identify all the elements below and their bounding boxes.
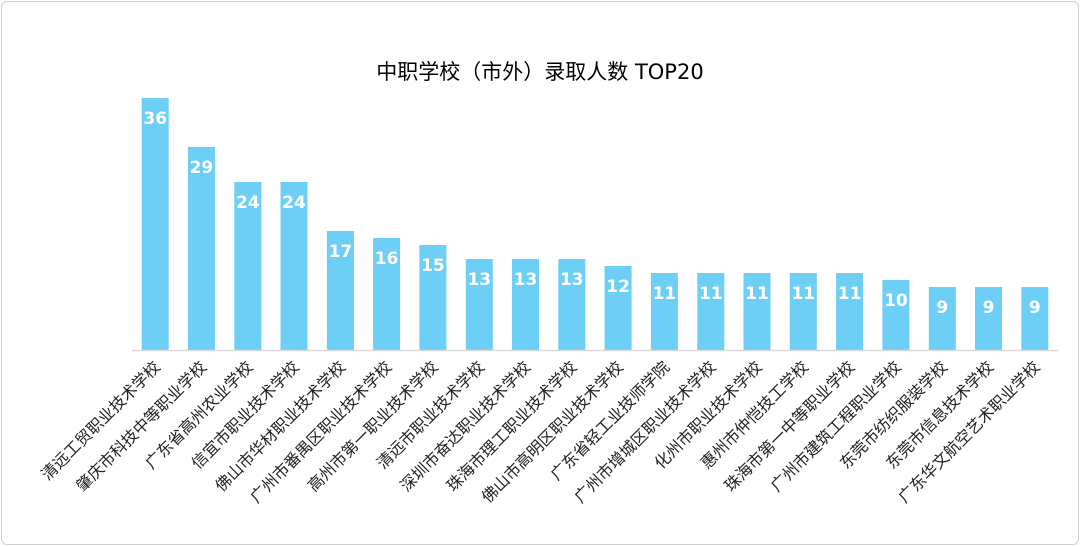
- bar-value-label: 11: [699, 284, 723, 304]
- bars-group: 36 29 24 24 17 16 15 13 13 13 12 11 11 11 11 11 10 9 9 9: [141, 98, 1049, 350]
- bar: [465, 259, 493, 350]
- bar-value-label: 29: [190, 158, 214, 178]
- bar: [789, 273, 817, 350]
- bar-value-label: 16: [375, 249, 399, 269]
- bar-value-label: 13: [560, 270, 584, 290]
- bar-value-label: 11: [791, 284, 815, 304]
- bar: [373, 238, 401, 350]
- bar-value-label: 11: [838, 284, 862, 304]
- bar: [558, 259, 586, 350]
- bar-value-label: 9: [983, 298, 995, 318]
- bar-value-label: 11: [653, 284, 677, 304]
- chart-title: 中职学校（市外）录取人数 TOP20: [376, 60, 704, 84]
- bar: [975, 287, 1002, 350]
- bar: [419, 245, 447, 350]
- bar: [743, 273, 771, 350]
- bar-value-label: 11: [745, 284, 769, 304]
- bar: [836, 273, 864, 350]
- bar: [604, 266, 632, 350]
- bar: [234, 182, 262, 350]
- bar: [280, 182, 308, 350]
- bar-value-label: 24: [282, 193, 306, 213]
- bar-value-label: 9: [1029, 298, 1041, 318]
- bar: [1021, 287, 1049, 350]
- bar-value-label: 10: [884, 291, 908, 311]
- bar: [512, 259, 539, 350]
- category-labels-group: 清远工贸职业技术学校肇庆市科技中等职业学校广东省高州农业学校信宜市职业技术学校佛…: [37, 357, 1043, 506]
- bar: [697, 273, 725, 350]
- bar: [326, 231, 354, 350]
- bar-value-label: 15: [421, 256, 445, 276]
- bar-value-label: 17: [329, 242, 353, 262]
- bar-value-label: 13: [514, 270, 538, 290]
- bar: [928, 287, 956, 350]
- bar: [141, 98, 169, 350]
- bar-value-label: 9: [936, 298, 948, 318]
- bar-value-label: 36: [143, 109, 167, 129]
- bar-value-label: 24: [236, 193, 260, 213]
- bar: [882, 280, 910, 350]
- bar: [187, 147, 215, 350]
- bar-value-label: 13: [467, 270, 491, 290]
- bar-value-label: 12: [606, 277, 630, 297]
- bar: [650, 273, 678, 350]
